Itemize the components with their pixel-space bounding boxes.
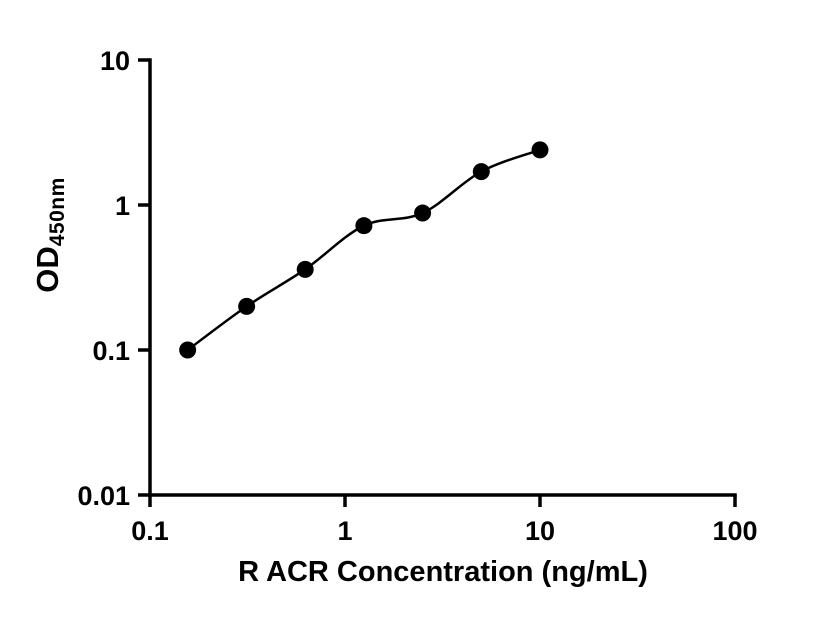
axis-lines — [148, 58, 737, 497]
x-tick-label: 100 — [712, 516, 757, 546]
y-tick-label: 0.1 — [92, 336, 130, 366]
y-tick-label: 10 — [100, 46, 130, 76]
x-tick-label: 1 — [337, 516, 352, 546]
y-axis-title: OD450nm — [30, 177, 69, 293]
x-tick-label: 10 — [525, 516, 555, 546]
y-tick-label: 1 — [115, 191, 130, 221]
data-point — [531, 141, 549, 159]
x-axis-title: R ACR Concentration (ng/mL) — [238, 556, 648, 588]
y-tick-label: 0.01 — [77, 481, 130, 511]
data-point — [472, 163, 490, 181]
data-point — [355, 217, 373, 235]
fit-curve — [186, 148, 541, 352]
data-point — [179, 341, 197, 359]
data-point — [238, 297, 256, 315]
y-axis-title-subscript: 450nm — [46, 177, 69, 247]
x-tick-label: 0.1 — [131, 516, 169, 546]
y-axis-title-main: OD — [30, 246, 65, 293]
data-point — [414, 204, 432, 222]
data-point — [296, 260, 314, 278]
